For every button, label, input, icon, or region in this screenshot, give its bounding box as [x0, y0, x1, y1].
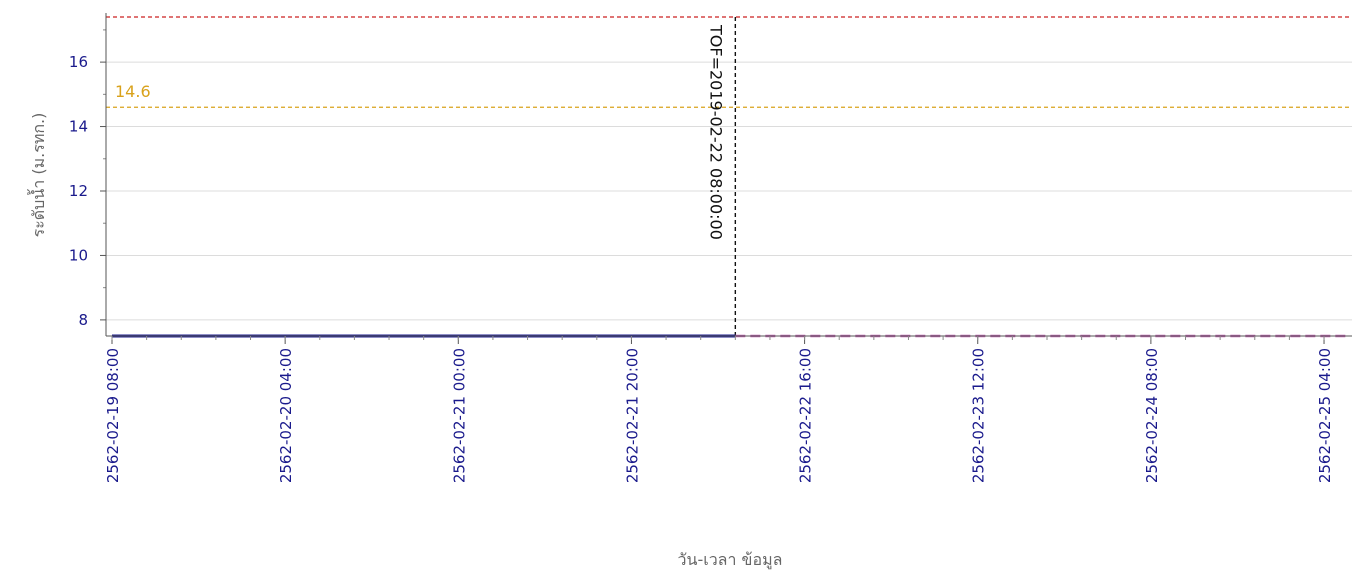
x-tick-label: 2562-02-20 04:00 [277, 348, 295, 483]
y-tick-label: 14 [69, 118, 88, 136]
labels: 14.6 TOF=2019-02-22 08:00:00 [115, 24, 725, 240]
x-tick-label: 2562-02-22 16:00 [797, 348, 815, 483]
x-tick-label: 2562-02-23 12:00 [970, 348, 988, 483]
x-tick-label: 2562-02-24 08:00 [1143, 348, 1161, 483]
x-tick-label: 2562-02-21 20:00 [623, 348, 641, 483]
x-tick-label: 2562-02-19 08:00 [104, 348, 122, 483]
tof-label: TOF=2019-02-22 08:00:00 [706, 24, 725, 240]
gridlines [106, 61, 1352, 321]
y-tick-label: 16 [69, 53, 88, 71]
reference-line-label: 14.6 [115, 82, 151, 101]
axes: 8 10 12 14 16 2562-02-19 08:00 2562-02-20 04:0… [69, 13, 1352, 483]
y-tick-label: 8 [78, 311, 88, 329]
x-axis-title: วัน-เวลา ข้อมูล [678, 550, 783, 570]
y-tick-label: 10 [69, 246, 88, 264]
y-tick-label: 12 [69, 182, 88, 200]
x-tick-label: 2562-02-21 00:00 [450, 348, 468, 483]
reference-lines [106, 16, 1352, 336]
x-tick-label: 2562-02-25 04:00 [1316, 348, 1334, 483]
y-axis-title: ระดับน้ำ (ม.รทก.) [27, 113, 48, 238]
